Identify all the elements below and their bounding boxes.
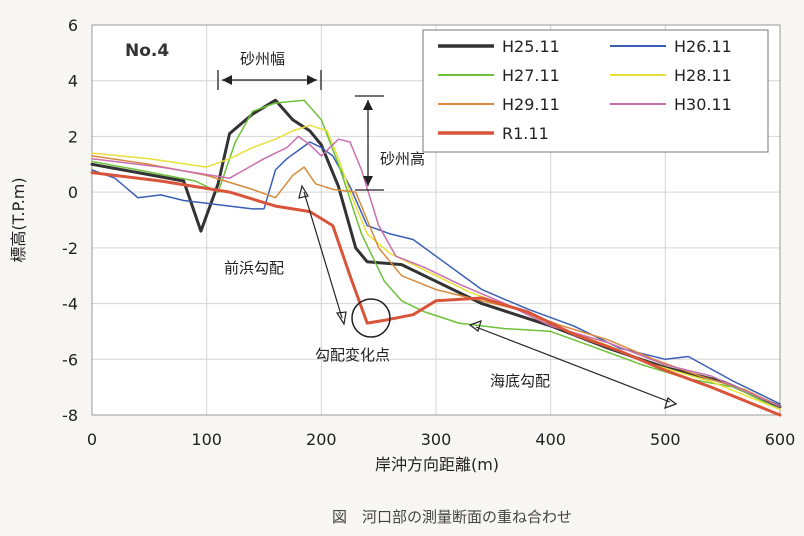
sandbar-height-label: 砂州高 [380,150,425,168]
slope-change-point-label: 勾配変化点 [315,346,390,364]
series-line-R1-11 [90,171,782,417]
y-tick-label: -8 [62,406,78,425]
x-tick-label: 0 [87,430,97,449]
legend-label: H26.11 [674,37,732,56]
y-axis-title: 標高(T.P.m) [9,177,28,262]
seabed-slope-arrowhead-right [664,397,678,409]
tick-labels: 6 4 2 0 -2 -4 -6 -8 0 100 200 300 400 500 600 [62,16,795,449]
y-tick-label: -2 [62,239,78,258]
series-line-H29-11 [91,155,781,408]
plot-border [91,24,781,416]
figure-caption: 図 河口部の測量断面の重ね合わせ [332,508,572,526]
x-tick-label: 500 [650,430,681,449]
y-tick-label: -6 [62,350,78,369]
x-tick-label: 300 [421,430,452,449]
series-line-H30-11 [91,135,781,408]
legend-label: H27.11 [502,66,560,85]
seabed-slope-label: 海底勾配 [490,372,550,390]
legend-label: R1.11 [502,124,549,143]
slope-change-point-circle [351,298,391,338]
foreshore-slope-arrowhead-top [298,184,309,199]
foreshore-slope-arrowhead-bottom [335,311,347,326]
sandbar-width-label: 砂州幅 [240,50,285,68]
x-tick-label: 400 [535,430,566,449]
sandbar-height-arrowhead-top [363,100,373,110]
sandbar-width-arrowhead-left [222,75,232,85]
y-tick-label: 4 [68,72,78,91]
x-axis-title: 岸沖方向距離(m) [375,455,499,474]
y-tick-label: 0 [68,183,78,202]
series-line-H27-11 [91,99,781,411]
legend-label: H30.11 [674,95,732,114]
legend-label: H25.11 [502,37,560,56]
sandbar-height-arrowhead-bottom [363,176,373,186]
y-tick-label: 6 [68,16,78,35]
x-tick-label: 200 [306,430,337,449]
foreshore-slope-arrow [303,191,343,319]
y-tick-label: -4 [62,295,78,314]
legend-label: H29.11 [502,95,560,114]
annotations: 砂州幅 砂州高 前浜勾配 勾配変化点 海底勾配 [217,50,678,409]
legend-label: H28.11 [674,66,732,85]
y-tick-label: 2 [68,127,78,146]
legend: H25.11 H26.11 H27.11 H28.11 H29.11 H30.11 R1.1… [422,29,769,153]
seabed-slope-arrow [475,326,671,403]
foreshore-slope-label: 前浜勾配 [224,259,284,277]
seabed-slope-arrowhead-left [468,320,482,332]
panel-label: No.4 [125,41,169,61]
sandbar-width-arrowhead-right [307,75,317,85]
x-tick-label: 600 [765,430,796,449]
x-tick-label: 100 [191,430,222,449]
series-layer [90,98,782,417]
